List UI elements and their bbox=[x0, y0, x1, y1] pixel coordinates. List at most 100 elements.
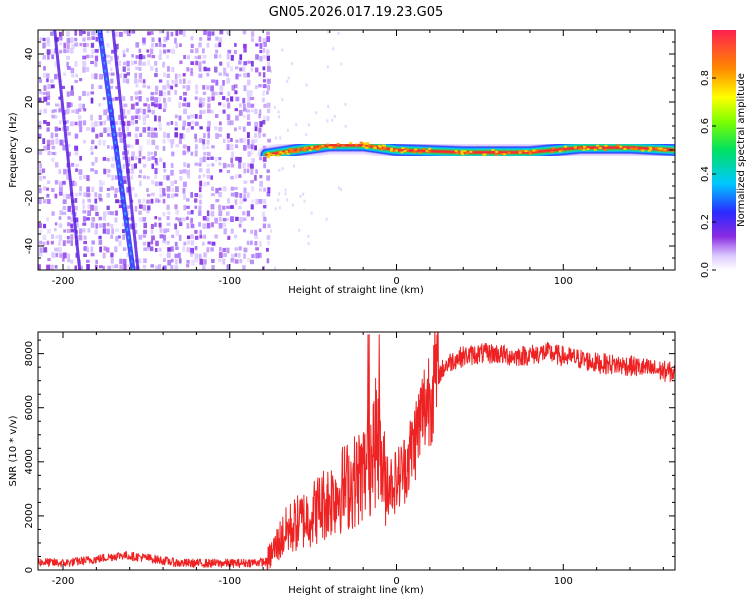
noise-cell bbox=[344, 102, 347, 106]
noise-cell bbox=[107, 60, 111, 65]
noise-cell bbox=[166, 204, 170, 210]
noise-cell bbox=[163, 234, 167, 241]
noise-cell bbox=[54, 247, 59, 252]
noise-cell bbox=[171, 66, 175, 73]
noise-cell bbox=[95, 133, 99, 139]
noise-cell bbox=[158, 181, 163, 186]
noise-cell bbox=[246, 210, 251, 217]
noise-cell bbox=[46, 144, 51, 151]
noise-cell bbox=[110, 234, 114, 239]
noise-cell bbox=[98, 85, 103, 89]
noise-cell bbox=[158, 217, 162, 221]
noise-cell bbox=[202, 54, 207, 59]
noise-cell bbox=[38, 198, 42, 205]
noise-cell bbox=[227, 235, 231, 240]
noise-cell bbox=[250, 240, 253, 245]
noise-cell bbox=[227, 163, 231, 168]
noise-cell bbox=[266, 108, 271, 114]
noise-cell bbox=[78, 108, 82, 112]
noise-cell bbox=[51, 211, 55, 216]
noise-cell bbox=[95, 211, 99, 217]
noise-cell bbox=[178, 30, 183, 35]
noise-cell bbox=[142, 175, 147, 179]
noise-cell bbox=[154, 97, 159, 103]
tone-track-speckle bbox=[401, 147, 405, 150]
noise-cell bbox=[158, 127, 162, 131]
noise-cell bbox=[82, 228, 86, 233]
noise-cell bbox=[190, 43, 194, 49]
tone-track-speckle bbox=[403, 150, 407, 153]
noise-cell bbox=[150, 96, 154, 101]
noise-cell bbox=[99, 198, 103, 202]
noise-cell bbox=[86, 54, 90, 59]
noise-cell bbox=[155, 85, 159, 92]
noise-cell bbox=[115, 228, 119, 232]
noise-cell bbox=[262, 211, 265, 218]
noise-cell bbox=[223, 72, 228, 76]
tone-track-speckle bbox=[528, 151, 532, 154]
noise-cell bbox=[58, 127, 61, 131]
noise-cell bbox=[158, 103, 162, 110]
colorbar-label: Normalized spectral amplitude bbox=[736, 73, 747, 227]
noise-cell bbox=[42, 42, 46, 49]
noise-cell bbox=[202, 91, 207, 96]
noise-cell bbox=[337, 31, 340, 35]
noise-cell bbox=[242, 162, 246, 169]
noise-cell bbox=[174, 84, 178, 88]
noise-cell bbox=[199, 37, 203, 41]
noise-cell bbox=[218, 217, 222, 222]
noise-cell bbox=[150, 127, 155, 132]
noise-cell bbox=[43, 96, 48, 102]
noise-cell bbox=[207, 241, 211, 245]
y-tick-label: 20 bbox=[24, 96, 35, 109]
noise-cell bbox=[327, 104, 330, 108]
noise-cell bbox=[238, 109, 243, 116]
noise-cell bbox=[163, 102, 168, 108]
noise-cell bbox=[207, 120, 211, 127]
noise-cell bbox=[222, 138, 226, 143]
tone-track-speckle bbox=[524, 150, 528, 153]
noise-cell bbox=[167, 97, 172, 102]
noise-cell bbox=[158, 222, 162, 228]
noise-cell bbox=[166, 186, 171, 192]
noise-cell bbox=[150, 91, 155, 96]
noise-cell bbox=[58, 103, 63, 109]
noise-cell bbox=[235, 216, 239, 222]
noise-cell bbox=[281, 167, 284, 171]
tone-track-speckle bbox=[603, 149, 607, 152]
tone-track-speckle bbox=[341, 144, 345, 147]
noise-cell bbox=[183, 241, 187, 246]
noise-cell bbox=[258, 252, 262, 258]
noise-cell bbox=[139, 180, 142, 187]
noise-cell bbox=[187, 121, 191, 127]
noise-cell bbox=[243, 247, 248, 253]
noise-cell bbox=[142, 42, 146, 46]
noise-cell bbox=[255, 169, 258, 174]
noise-cell bbox=[122, 109, 126, 115]
noise-cell bbox=[94, 31, 99, 37]
noise-cell bbox=[107, 145, 110, 149]
noise-cell bbox=[150, 31, 154, 35]
noise-cell bbox=[79, 126, 83, 133]
noise-cell bbox=[162, 85, 167, 90]
tone-track-speckle bbox=[672, 149, 675, 152]
noise-cell bbox=[227, 139, 230, 143]
noise-cell bbox=[82, 90, 86, 96]
noise-cell bbox=[51, 234, 55, 239]
noise-cell bbox=[198, 205, 202, 212]
noise-cell bbox=[178, 252, 181, 259]
noise-cell bbox=[63, 49, 67, 54]
noise-cell bbox=[142, 108, 146, 115]
noise-cell bbox=[67, 216, 71, 220]
noise-cell bbox=[167, 211, 171, 215]
noise-cell bbox=[263, 198, 267, 204]
noise-cell bbox=[90, 253, 95, 257]
noise-cell bbox=[135, 126, 140, 132]
tone-track-speckle bbox=[272, 154, 276, 157]
colorbar-tick-label: 0.2 bbox=[700, 214, 711, 230]
noise-cell bbox=[131, 151, 136, 157]
noise-cell bbox=[82, 37, 86, 42]
noise-cell bbox=[222, 247, 227, 253]
noise-cell bbox=[227, 198, 231, 204]
